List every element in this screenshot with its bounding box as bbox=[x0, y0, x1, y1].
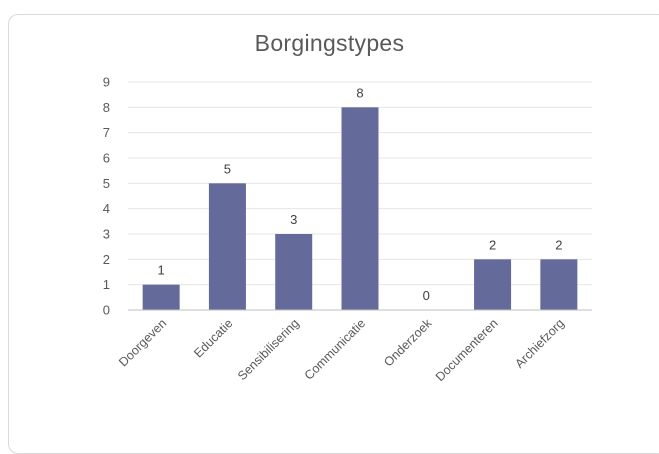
y-tick-label: 3 bbox=[103, 227, 110, 242]
y-tick-label: 2 bbox=[103, 252, 110, 267]
y-tick-label: 7 bbox=[103, 125, 110, 140]
y-tick-label: 5 bbox=[103, 176, 110, 191]
bar bbox=[341, 107, 379, 310]
data-label: 1 bbox=[158, 263, 165, 278]
data-label: 2 bbox=[489, 237, 496, 252]
chart-title: Borgingstypes bbox=[254, 30, 405, 56]
category-label: Communicatie bbox=[302, 316, 368, 382]
bar bbox=[474, 259, 512, 310]
data-label: 8 bbox=[356, 85, 363, 100]
category-label: Sensibilisering bbox=[235, 316, 302, 383]
y-tick-label: 4 bbox=[103, 201, 110, 216]
data-label: 5 bbox=[224, 161, 231, 176]
data-label: 0 bbox=[423, 288, 430, 303]
y-tick-label: 9 bbox=[103, 75, 110, 90]
y-tick-label: 1 bbox=[103, 277, 110, 292]
category-label: Doorgeven bbox=[116, 316, 169, 369]
category-label: Documenteren bbox=[433, 316, 501, 384]
data-label: 2 bbox=[555, 237, 562, 252]
category-label: Educatie bbox=[191, 316, 235, 360]
y-tick-label: 6 bbox=[103, 151, 110, 166]
category-label: Onderzoek bbox=[381, 316, 435, 370]
data-label: 3 bbox=[290, 212, 297, 227]
bar bbox=[208, 183, 246, 310]
category-label: Archiefzorg bbox=[512, 316, 567, 371]
bar bbox=[540, 259, 578, 310]
bar bbox=[142, 284, 180, 310]
y-tick-label: 8 bbox=[103, 100, 110, 115]
bar bbox=[275, 234, 313, 310]
y-tick-label: 0 bbox=[103, 303, 110, 318]
